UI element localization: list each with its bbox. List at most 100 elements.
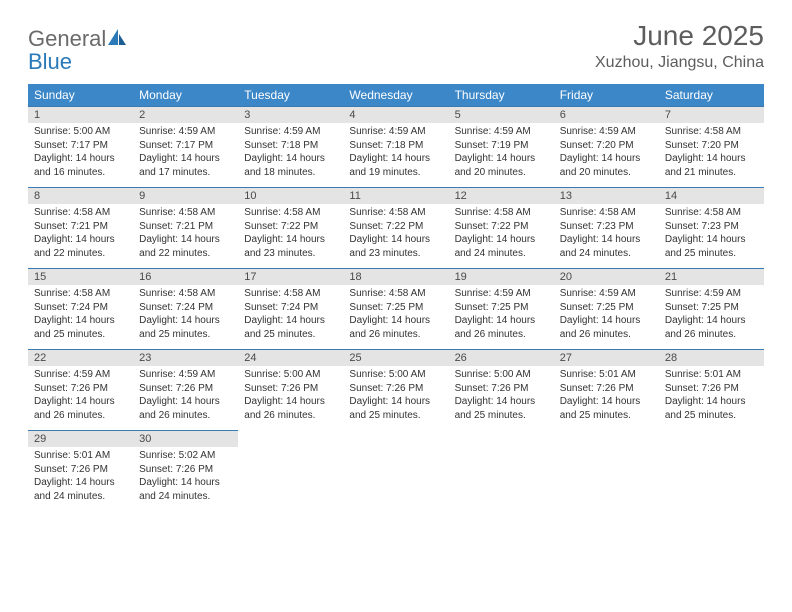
day-content-cell: Sunrise: 5:01 AMSunset: 7:26 PMDaylight:… (659, 366, 764, 431)
day-content-cell: Sunrise: 4:58 AMSunset: 7:22 PMDaylight:… (238, 204, 343, 269)
week-content-row: Sunrise: 5:01 AMSunset: 7:26 PM Daylight:… (28, 447, 764, 511)
week-daynum-row: 891011121314 (28, 188, 764, 205)
day-content-cell: Sunrise: 4:58 AMSunset: 7:24 PMDaylight:… (238, 285, 343, 350)
sunrise-text: Sunrise: 4:58 AM (244, 206, 337, 220)
sunset-text: Sunset: 7:25 PM (455, 301, 548, 315)
day-number-cell: 12 (449, 188, 554, 205)
sunrise-text: Sunrise: 4:58 AM (139, 206, 232, 220)
day-content-cell: Sunrise: 5:00 AMSunset: 7:26 PMDaylight:… (343, 366, 448, 431)
sunset-text: Sunset: 7:21 PM (139, 220, 232, 234)
day-content-cell: Sunrise: 4:59 AMSunset: 7:26 PMDaylight:… (133, 366, 238, 431)
calendar-table: Sunday Monday Tuesday Wednesday Thursday… (28, 84, 764, 511)
sunset-text: Sunset: 7:24 PM (34, 301, 127, 315)
day-header: Wednesday (343, 84, 448, 107)
day-content-cell: Sunrise: 4:58 AMSunset: 7:20 PMDaylight:… (659, 123, 764, 188)
sunset-text: Sunset: 7:17 PM (34, 139, 127, 153)
day-number-cell: 9 (133, 188, 238, 205)
week-daynum-row: 2930 (28, 431, 764, 448)
sunrise-text: Sunrise: 4:58 AM (244, 287, 337, 301)
week-daynum-row: 15161718192021 (28, 269, 764, 286)
sunrise-text: Sunrise: 4:58 AM (349, 206, 442, 220)
sunset-text: Sunset: 7:20 PM (560, 139, 653, 153)
week-content-row: Sunrise: 5:00 AMSunset: 7:17 PMDaylight:… (28, 123, 764, 188)
sunrise-text: Sunrise: 4:59 AM (665, 287, 758, 301)
sunset-text: Sunset: 7:22 PM (349, 220, 442, 234)
day-number-cell: 4 (343, 107, 448, 124)
day-number-cell: 13 (554, 188, 659, 205)
sunrise-text: Sunrise: 4:59 AM (560, 287, 653, 301)
day-number-cell: 5 (449, 107, 554, 124)
day-number-cell: 24 (238, 350, 343, 367)
daylight-text: Daylight: 14 hours and 18 minutes. (244, 152, 337, 179)
daylight-text: Daylight: 14 hours and 25 minutes. (34, 314, 127, 341)
daylight-text: Daylight: 14 hours and 25 minutes. (139, 314, 232, 341)
sunset-text: Sunset: 7:24 PM (139, 301, 232, 315)
day-number-cell: 29 (28, 431, 133, 448)
sunrise-text: Sunrise: 5:00 AM (244, 368, 337, 382)
sunset-text: Sunset: 7:26 PM (244, 382, 337, 396)
sunrise-text: Sunrise: 4:59 AM (349, 125, 442, 139)
sunrise-text: Sunrise: 4:58 AM (349, 287, 442, 301)
sunrise-text: Sunrise: 5:01 AM (560, 368, 653, 382)
day-number-cell: 28 (659, 350, 764, 367)
logo-word2: Blue (28, 49, 72, 74)
sunset-text: Sunset: 7:25 PM (665, 301, 758, 315)
day-number-cell (238, 431, 343, 448)
sunset-text: Sunset: 7:26 PM (34, 382, 127, 396)
week-content-row: Sunrise: 4:58 AMSunset: 7:21 PMDaylight:… (28, 204, 764, 269)
day-content-cell: Sunrise: 4:58 AMSunset: 7:21 PMDaylight:… (28, 204, 133, 269)
day-number-cell (659, 431, 764, 448)
daylight-text: Daylight: 14 hours and 24 minutes. (560, 233, 653, 260)
day-number-cell (343, 431, 448, 448)
sunrise-text: Sunrise: 4:59 AM (560, 125, 653, 139)
sunrise-text: Sunrise: 5:01 AM (665, 368, 758, 382)
day-content-cell: Sunrise: 4:59 AMSunset: 7:19 PMDaylight:… (449, 123, 554, 188)
daylight-text: Daylight: 14 hours and 23 minutes. (349, 233, 442, 260)
sunset-text: Sunset: 7:18 PM (244, 139, 337, 153)
day-number-cell: 26 (449, 350, 554, 367)
day-content-cell: Sunrise: 4:59 AMSunset: 7:25 PMDaylight:… (659, 285, 764, 350)
sunset-text: Sunset: 7:24 PM (244, 301, 337, 315)
daylight-text: Daylight: 14 hours and 22 minutes. (34, 233, 127, 260)
daylight-text: Daylight: 14 hours and 26 minutes. (455, 314, 548, 341)
day-number-cell: 25 (343, 350, 448, 367)
day-number-cell: 16 (133, 269, 238, 286)
daylight-text: Daylight: 14 hours and 26 minutes. (34, 395, 127, 422)
page-header: General Blue June 2025 Xuzhou, Jiangsu, … (28, 20, 764, 74)
day-content-cell: Sunrise: 5:00 AMSunset: 7:26 PMDaylight:… (238, 366, 343, 431)
month-title: June 2025 (595, 20, 764, 52)
week-daynum-row: 1234567 (28, 107, 764, 124)
location-subtitle: Xuzhou, Jiangsu, China (595, 54, 764, 72)
sunset-text: Sunset: 7:20 PM (665, 139, 758, 153)
logo-word1: General (28, 26, 106, 51)
sunset-text: Sunset: 7:26 PM (34, 463, 127, 477)
day-content-cell: Sunrise: 4:58 AMSunset: 7:22 PMDaylight:… (343, 204, 448, 269)
day-header: Saturday (659, 84, 764, 107)
daylight-text: Daylight: 14 hours and 19 minutes. (349, 152, 442, 179)
day-number-cell: 17 (238, 269, 343, 286)
daylight-text: Daylight: 14 hours and 25 minutes. (244, 314, 337, 341)
day-number-cell: 15 (28, 269, 133, 286)
sunrise-text: Sunrise: 4:58 AM (139, 287, 232, 301)
day-number-cell: 6 (554, 107, 659, 124)
sunset-text: Sunset: 7:26 PM (665, 382, 758, 396)
day-header: Sunday (28, 84, 133, 107)
day-content-cell: Sunrise: 5:00 AMSunset: 7:26 PMDaylight:… (449, 366, 554, 431)
daylight-text: Daylight: 14 hours and 26 minutes. (665, 314, 758, 341)
sunset-text: Sunset: 7:26 PM (349, 382, 442, 396)
day-content-cell: Sunrise: 4:58 AMSunset: 7:24 PMDaylight:… (133, 285, 238, 350)
sunrise-text: Sunrise: 4:58 AM (34, 206, 127, 220)
day-content-cell: Sunrise: 4:58 AMSunset: 7:21 PMDaylight:… (133, 204, 238, 269)
day-number-cell: 27 (554, 350, 659, 367)
day-header: Friday (554, 84, 659, 107)
day-number-cell: 8 (28, 188, 133, 205)
daylight-text: Daylight: 14 hours and 22 minutes. (139, 233, 232, 260)
daylight-text: Daylight: 14 hours and 26 minutes. (560, 314, 653, 341)
day-number-cell: 30 (133, 431, 238, 448)
daylight-text: Daylight: 14 hours and 24 minutes. (139, 476, 232, 503)
sunrise-text: Sunrise: 4:59 AM (455, 125, 548, 139)
daylight-text: Daylight: 14 hours and 26 minutes. (139, 395, 232, 422)
day-number-cell: 11 (343, 188, 448, 205)
sunset-text: Sunset: 7:23 PM (665, 220, 758, 234)
sunrise-text: Sunrise: 5:01 AM (34, 449, 127, 463)
